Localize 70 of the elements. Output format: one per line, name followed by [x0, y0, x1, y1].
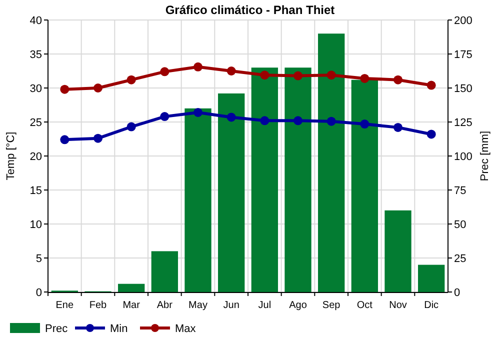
- point: [60, 84, 70, 94]
- y2-tick-label: 25: [454, 252, 466, 265]
- x-tick-label: Oct: [356, 300, 373, 311]
- bar: [351, 80, 378, 292]
- point: [160, 67, 170, 76]
- bar: [151, 251, 178, 292]
- legend-label: Max: [175, 322, 196, 335]
- x-tick-label: Dic: [424, 300, 439, 311]
- bar: [251, 68, 278, 292]
- x-tick-label: May: [188, 300, 208, 311]
- x-tick-label: Ene: [56, 300, 74, 311]
- point: [394, 122, 402, 132]
- point: [94, 134, 102, 143]
- bar: [318, 34, 345, 292]
- point: [194, 62, 202, 72]
- legend-label: Prec: [45, 322, 68, 335]
- point: [426, 130, 436, 139]
- bar: [118, 284, 145, 292]
- point: [226, 66, 236, 76]
- x-tick-label: Abr: [156, 300, 174, 311]
- point: [126, 122, 136, 132]
- point: [260, 116, 270, 126]
- bar: [384, 210, 412, 292]
- y2-tick-label: 75: [454, 184, 466, 197]
- y-tick-label: 40: [30, 14, 42, 27]
- y-tick-label: 30: [30, 82, 42, 95]
- point: [294, 71, 302, 80]
- y-tick-label: 5: [36, 252, 42, 265]
- point: [160, 112, 170, 122]
- x-tick-label: Sep: [322, 300, 341, 311]
- point: [360, 120, 370, 129]
- y-tick-label: 35: [30, 48, 42, 61]
- x-tick-label: Nov: [389, 300, 407, 311]
- bar: [218, 93, 245, 292]
- point: [394, 75, 402, 84]
- x-tick-label: Jul: [258, 300, 272, 311]
- y2-tick-label: 175: [454, 48, 472, 61]
- point: [194, 108, 202, 117]
- point: [226, 112, 236, 122]
- legend-label: Min: [110, 322, 128, 335]
- chart-title: Gráfico climático - Phan Thiet: [165, 3, 335, 17]
- point: [260, 70, 270, 80]
- y2-tick-label: 0: [454, 286, 460, 299]
- y2-tick-label: 50: [454, 218, 466, 231]
- y2-axis-title: Prec [mm]: [479, 130, 491, 182]
- point: [60, 135, 70, 144]
- x-tick-label: Mar: [122, 300, 141, 311]
- y2-tick-label: 100: [454, 150, 472, 163]
- y2-tick-label: 200: [454, 14, 472, 27]
- point: [94, 84, 102, 92]
- point: [126, 75, 136, 84]
- point: [360, 74, 370, 83]
- bar: [184, 108, 212, 292]
- x-tick-label: Ago: [289, 300, 308, 311]
- y2-tick-label: 150: [454, 82, 472, 95]
- y-tick-label: 20: [30, 150, 42, 163]
- y-tick-label: 25: [30, 116, 42, 129]
- x-tick-label: Feb: [89, 300, 108, 311]
- y2-tick-label: 125: [454, 116, 472, 129]
- y-tick-label: 10: [30, 218, 42, 231]
- y-axis-title: Temp [°C]: [5, 132, 17, 180]
- point: [326, 70, 336, 80]
- bar: [418, 264, 445, 292]
- bar: [284, 68, 312, 292]
- x-tick-label: Jun: [223, 300, 240, 311]
- point: [426, 80, 436, 90]
- y-tick-label: 0: [36, 286, 42, 299]
- point: [326, 116, 336, 126]
- y-tick-label: 15: [30, 184, 42, 197]
- point: [294, 116, 302, 126]
